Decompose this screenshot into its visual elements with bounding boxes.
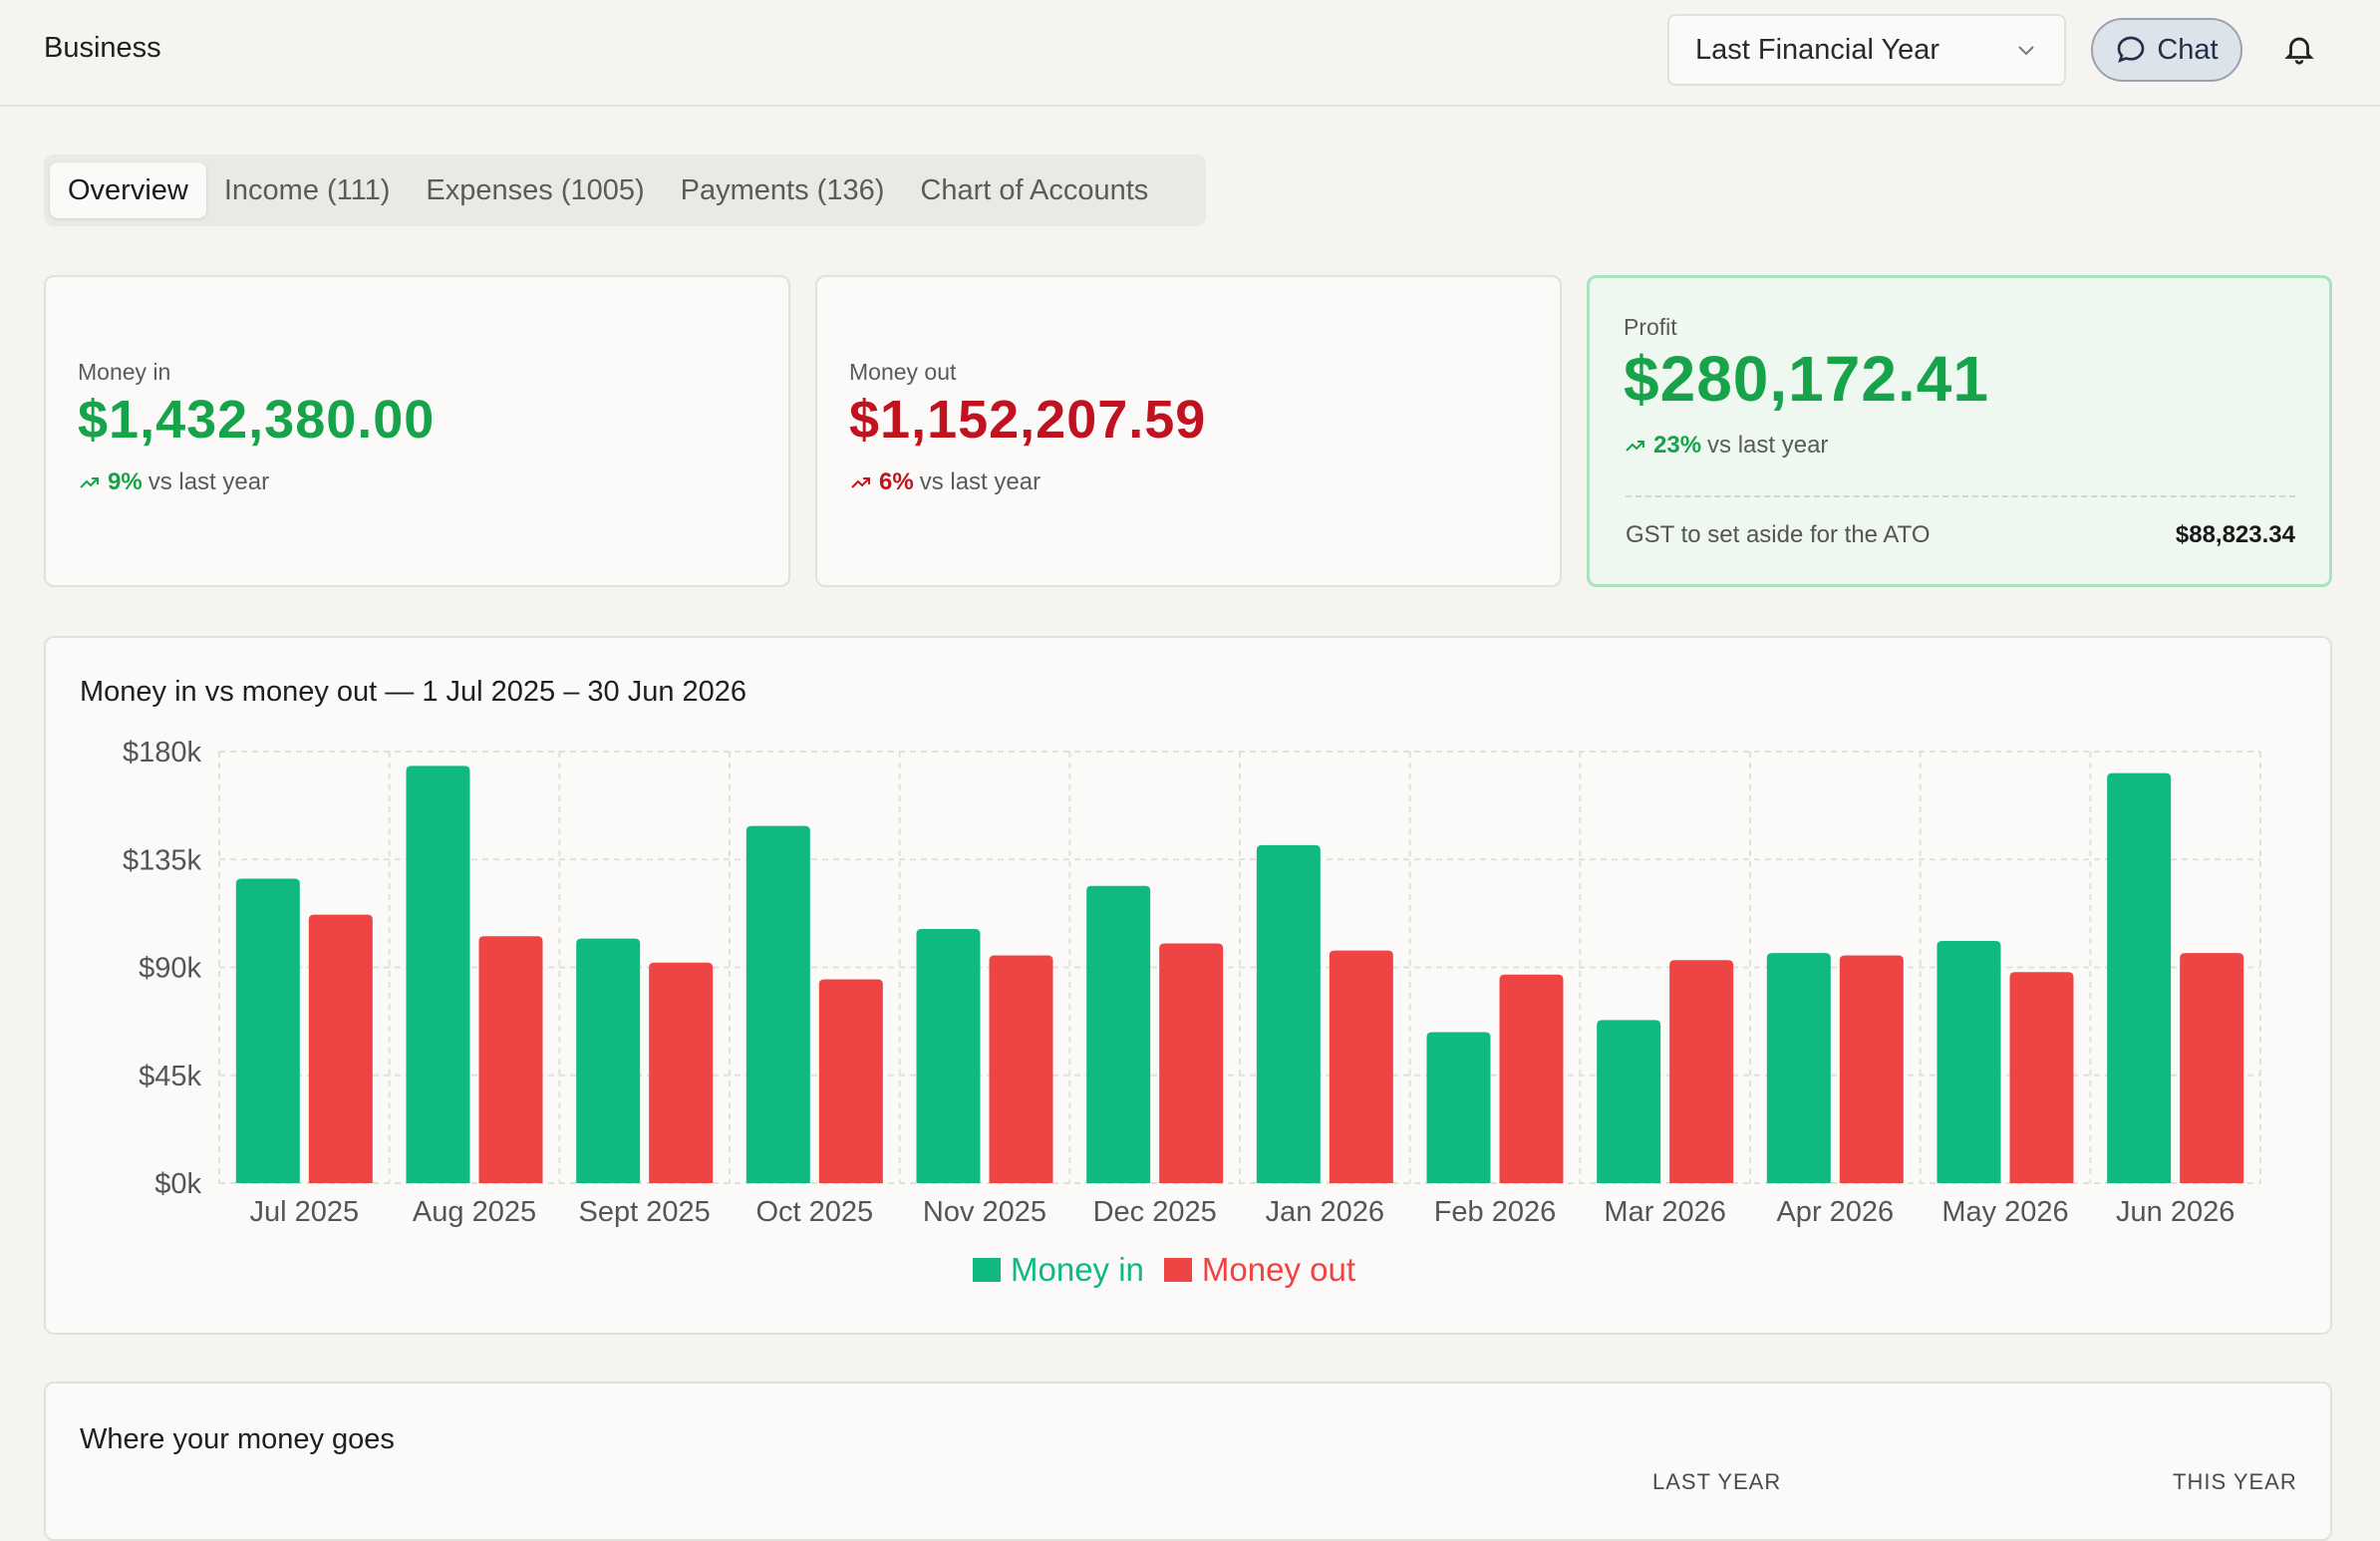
bar-money-in — [1256, 844, 1321, 1183]
bar-money-out — [989, 955, 1053, 1183]
gst-row: GST to set aside for the ATO $88,823.34 — [1626, 495, 2295, 549]
period-select-value: Last Financial Year — [1695, 33, 1940, 66]
money-in-trend-pct: 9% — [108, 468, 143, 495]
profit-label: Profit — [1624, 314, 1677, 340]
tab-bar: Overview Income (111) Expenses (1005) Pa… — [44, 154, 1206, 226]
bar-money-in — [1086, 885, 1151, 1183]
y-tick-label: $135k — [123, 844, 202, 876]
bar-money-in — [1936, 941, 2001, 1183]
bar-money-out — [1669, 960, 1734, 1183]
page-title: Business — [44, 32, 161, 64]
bar-money-in — [2107, 772, 2172, 1183]
top-bar: Business Last Financial Year Chat — [0, 0, 2380, 107]
bar-money-in — [406, 766, 470, 1183]
money-in-trend-text: vs last year — [148, 468, 270, 495]
x-tick-label: Nov 2025 — [923, 1196, 1046, 1228]
bar-money-in — [235, 878, 300, 1183]
bar-money-out — [1159, 943, 1224, 1183]
bar-money-out — [1839, 955, 1904, 1183]
bar-money-in — [1426, 1032, 1491, 1183]
bar-money-in — [916, 929, 981, 1183]
profit-trend: 23% vs last year — [1624, 432, 1828, 460]
bar-money-out — [478, 936, 543, 1183]
money-out-trend-text: vs last year — [919, 468, 1041, 495]
money-out-card: Money out $1,152,207.59 6% vs last year — [815, 275, 1562, 587]
x-tick-label: Jan 2026 — [1266, 1196, 1384, 1228]
x-tick-label: Jul 2025 — [250, 1196, 360, 1228]
legend-item-money-out[interactable]: Money out — [1163, 1251, 1355, 1289]
profit-trend-pct: 23% — [1653, 432, 1702, 459]
tab-payments[interactable]: Payments (136) — [680, 173, 885, 206]
legend-swatch-money-out — [1163, 1258, 1192, 1282]
tab-expenses[interactable]: Expenses (1005) — [426, 173, 645, 206]
chart-title: Money in vs money out — 1 Jul 2025 – 30 … — [80, 676, 747, 708]
period-select[interactable]: Last Financial Year — [1667, 14, 2066, 86]
legend-label-money-out: Money out — [1201, 1251, 1355, 1288]
money-in-trend: 9% vs last year — [78, 468, 269, 496]
money-in-label: Money in — [78, 359, 171, 385]
chevron-down-icon — [2018, 46, 2034, 56]
bar-money-in — [1597, 1020, 1661, 1183]
profit-value: $280,172.41 — [1624, 343, 1989, 415]
x-tick-label: Aug 2025 — [413, 1196, 536, 1228]
bar-money-out — [1499, 974, 1564, 1183]
chat-bubble-icon — [2118, 36, 2145, 63]
y-tick-label: $45k — [139, 1061, 201, 1092]
money-out-value: $1,152,207.59 — [849, 390, 1207, 450]
profit-card: Profit $280,172.41 23% vs last year GST … — [1587, 275, 2332, 587]
bar-money-in — [1766, 953, 1831, 1183]
trend-up-icon — [80, 477, 99, 488]
bar-money-out — [1329, 950, 1393, 1183]
cashflow-chart-card: Money in vs money out — 1 Jul 2025 – 30 … — [44, 636, 2332, 1335]
x-tick-label: Sept 2025 — [579, 1196, 711, 1228]
x-tick-label: Jun 2026 — [2116, 1196, 2234, 1228]
x-tick-label: Dec 2025 — [1093, 1196, 1217, 1228]
money-in-value: $1,432,380.00 — [78, 390, 436, 450]
tab-overview[interactable]: Overview — [50, 162, 206, 218]
bar-money-out — [2180, 953, 2244, 1183]
cashflow-bar-chart: $0k $45k $90k $135k $180k Jul 2025 Aug 2025 Sep… — [123, 737, 2261, 1228]
bar-money-out — [818, 979, 883, 1183]
x-tick-label: Apr 2026 — [1776, 1196, 1894, 1228]
bell-icon[interactable] — [2282, 32, 2316, 66]
money-out-trend: 6% vs last year — [849, 468, 1041, 496]
bar-money-out — [649, 962, 714, 1183]
bar-money-out — [308, 914, 373, 1183]
gst-value: $88,823.34 — [2175, 521, 2295, 548]
y-tick-label: $180k — [123, 737, 202, 769]
money-out-label: Money out — [849, 359, 957, 385]
x-tick-label: Oct 2025 — [755, 1196, 873, 1228]
bar-money-out — [2009, 972, 2074, 1183]
legend-label-money-in: Money in — [1011, 1251, 1144, 1288]
x-tick-label: Feb 2026 — [1434, 1196, 1557, 1228]
bar-money-in — [745, 825, 810, 1183]
col-header-last-year: LAST YEAR — [1652, 1469, 1782, 1494]
gst-label: GST to set aside for the ATO — [1626, 521, 1931, 548]
y-tick-label: $90k — [139, 953, 201, 985]
trend-up-icon — [851, 477, 870, 488]
chart-legend: Money in Money out — [973, 1251, 1355, 1289]
spending-title: Where your money goes — [80, 1423, 395, 1455]
chat-button[interactable]: Chat — [2091, 18, 2242, 82]
chat-button-label: Chat — [2157, 33, 2219, 66]
x-tick-label: May 2026 — [1941, 1196, 2068, 1228]
trend-up-icon — [1626, 441, 1644, 452]
legend-swatch-money-in — [973, 1258, 1001, 1282]
col-header-this-year: THIS YEAR — [2173, 1469, 2297, 1494]
bar-money-in — [576, 938, 641, 1183]
money-in-card: Money in $1,432,380.00 9% vs last year — [44, 275, 790, 587]
tab-income[interactable]: Income (111) — [223, 173, 391, 206]
profit-trend-text: vs last year — [1707, 432, 1829, 459]
tab-chart-of-accounts[interactable]: Chart of Accounts — [920, 173, 1149, 206]
money-out-trend-pct: 6% — [879, 468, 914, 495]
spending-card: Where your money goes LAST YEAR THIS YEA… — [44, 1382, 2332, 1541]
x-tick-label: Mar 2026 — [1604, 1196, 1726, 1228]
legend-item-money-in[interactable]: Money in — [973, 1251, 1144, 1289]
y-tick-label: $0k — [154, 1168, 201, 1200]
